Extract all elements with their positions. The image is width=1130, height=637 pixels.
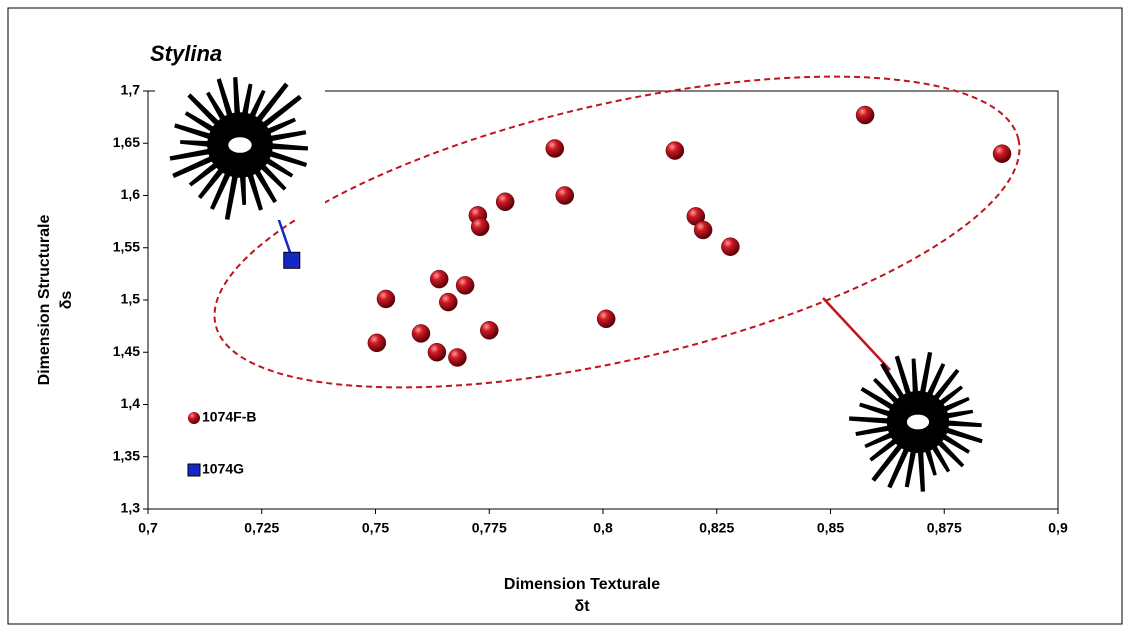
x-tick-label: 0,9 (1048, 520, 1068, 536)
point (693, 220, 713, 240)
cluster-ellipse (213, 75, 1021, 389)
x-tick-label: 0,75 (362, 520, 389, 536)
y-tick-label: 1,35 (113, 447, 140, 463)
point (367, 333, 387, 353)
point (429, 269, 449, 289)
chart-title: Stylina (150, 41, 222, 66)
legend-label: 1074G (202, 461, 244, 477)
point (721, 237, 740, 256)
point (427, 343, 447, 362)
point (992, 144, 1012, 163)
x-tick-label: 0,8 (593, 520, 613, 536)
legend-label: 1074F-B (202, 409, 256, 425)
point (439, 292, 458, 312)
x-tick-label: 0,775 (472, 520, 507, 536)
y-tick-label: 1,55 (113, 238, 140, 254)
y-tick-label: 1,7 (121, 82, 141, 98)
legend-marker (187, 463, 201, 477)
point (555, 186, 575, 205)
point (665, 141, 685, 160)
x-tick-label: 0,7 (138, 520, 158, 536)
y-tick-label: 1,3 (121, 500, 141, 516)
x-tick-label: 0,85 (817, 520, 844, 536)
point (545, 139, 565, 158)
x-tick-label: 0,725 (244, 520, 279, 536)
y-tick-label: 1,5 (121, 291, 141, 307)
point (495, 192, 515, 212)
point (480, 321, 499, 340)
y-tick-label: 1,4 (121, 395, 141, 411)
y-axis-label: δs (58, 291, 75, 310)
x-axis-label: δt (574, 598, 590, 615)
coral-hole (228, 137, 252, 153)
point (470, 217, 490, 237)
point (448, 348, 467, 367)
x-tick-label: 0,825 (699, 520, 734, 536)
point (411, 324, 431, 343)
point (855, 105, 875, 125)
point (596, 309, 616, 329)
x-tick-label: 0,875 (927, 520, 962, 536)
point (455, 276, 475, 295)
point (283, 251, 301, 269)
y-tick-label: 1,6 (121, 186, 141, 202)
connector (822, 297, 891, 371)
coral-hole (906, 414, 930, 430)
legend-marker (188, 412, 200, 424)
y-axis-label: Dimension Structurale (36, 215, 53, 386)
x-axis-label: Dimension Texturale (504, 576, 660, 593)
y-tick-label: 1,65 (113, 134, 140, 150)
y-tick-label: 1,45 (113, 343, 140, 359)
point (376, 289, 396, 309)
